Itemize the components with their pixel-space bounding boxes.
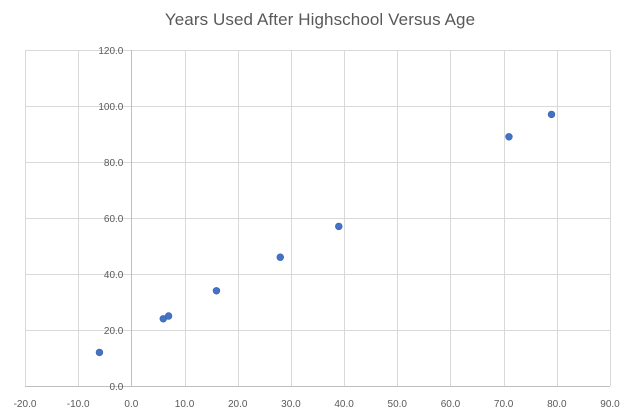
y-tick-label: 0.0 [109, 382, 123, 393]
data-point [164, 312, 173, 320]
x-tick-label: 10.0 [175, 399, 195, 410]
data-points [95, 110, 556, 357]
x-tick-label: 50.0 [388, 399, 408, 410]
data-point [505, 133, 513, 141]
data-point [547, 110, 556, 119]
chart-title: Years Used After Highschool Versus Age [164, 10, 476, 29]
x-tick-label: -10.0 [67, 399, 90, 410]
x-tick-label: -20.0 [14, 399, 37, 410]
gridlines [25, 50, 611, 386]
y-tick-label: 60.0 [104, 214, 124, 225]
y-tick-label: 100.0 [98, 102, 123, 113]
x-tick-label: 0.0 [124, 399, 138, 410]
y-tick-label: 80.0 [104, 158, 124, 169]
x-tick-label: 60.0 [441, 399, 461, 410]
data-point [95, 348, 104, 357]
axes [25, 50, 610, 387]
data-point [212, 287, 221, 295]
tick-labels: -20.0 -10.0 0.0 10.0 20.0 30.0 40.0 50.0 60.0 70.… [14, 46, 621, 410]
data-point [276, 253, 284, 261]
x-tick-label: 80.0 [547, 399, 567, 410]
x-tick-label: 30.0 [281, 399, 301, 410]
y-tick-label: 40.0 [104, 270, 124, 281]
y-tick-label: 120.0 [98, 46, 123, 57]
x-tick-label: 90.0 [600, 399, 620, 410]
x-tick-label: 40.0 [334, 399, 354, 410]
x-tick-label: 20.0 [228, 399, 248, 410]
x-tick-label: 70.0 [494, 399, 514, 410]
data-point [335, 222, 343, 231]
y-tick-label: 20.0 [104, 326, 124, 337]
